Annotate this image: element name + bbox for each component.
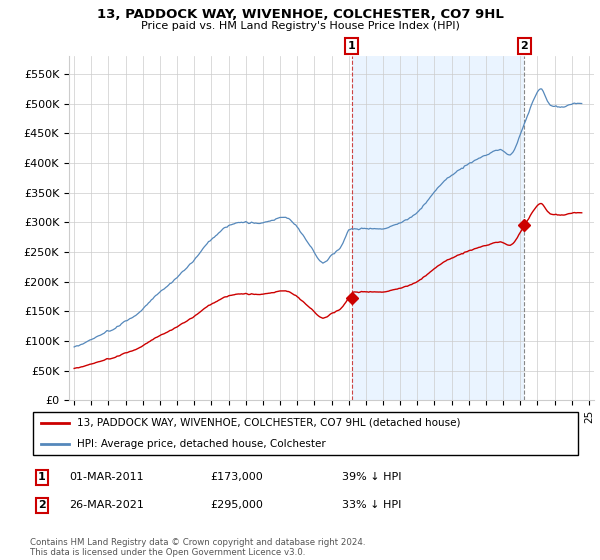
Text: 01-MAR-2011: 01-MAR-2011 — [69, 472, 143, 482]
Text: 1: 1 — [38, 472, 46, 482]
Text: £295,000: £295,000 — [210, 500, 263, 510]
Text: 2: 2 — [520, 41, 528, 51]
Text: Contains HM Land Registry data © Crown copyright and database right 2024.
This d: Contains HM Land Registry data © Crown c… — [30, 538, 365, 557]
Text: 2: 2 — [38, 500, 46, 510]
Text: Price paid vs. HM Land Registry's House Price Index (HPI): Price paid vs. HM Land Registry's House … — [140, 21, 460, 31]
Text: 1: 1 — [347, 41, 355, 51]
Text: 33% ↓ HPI: 33% ↓ HPI — [342, 500, 401, 510]
Text: HPI: Average price, detached house, Colchester: HPI: Average price, detached house, Colc… — [77, 439, 326, 449]
Text: 39% ↓ HPI: 39% ↓ HPI — [342, 472, 401, 482]
Text: 26-MAR-2021: 26-MAR-2021 — [69, 500, 144, 510]
Text: £173,000: £173,000 — [210, 472, 263, 482]
Text: 13, PADDOCK WAY, WIVENHOE, COLCHESTER, CO7 9HL: 13, PADDOCK WAY, WIVENHOE, COLCHESTER, C… — [97, 8, 503, 21]
FancyBboxPatch shape — [33, 412, 578, 455]
Bar — [352, 56, 524, 400]
Text: 13, PADDOCK WAY, WIVENHOE, COLCHESTER, CO7 9HL (detached house): 13, PADDOCK WAY, WIVENHOE, COLCHESTER, C… — [77, 418, 460, 428]
